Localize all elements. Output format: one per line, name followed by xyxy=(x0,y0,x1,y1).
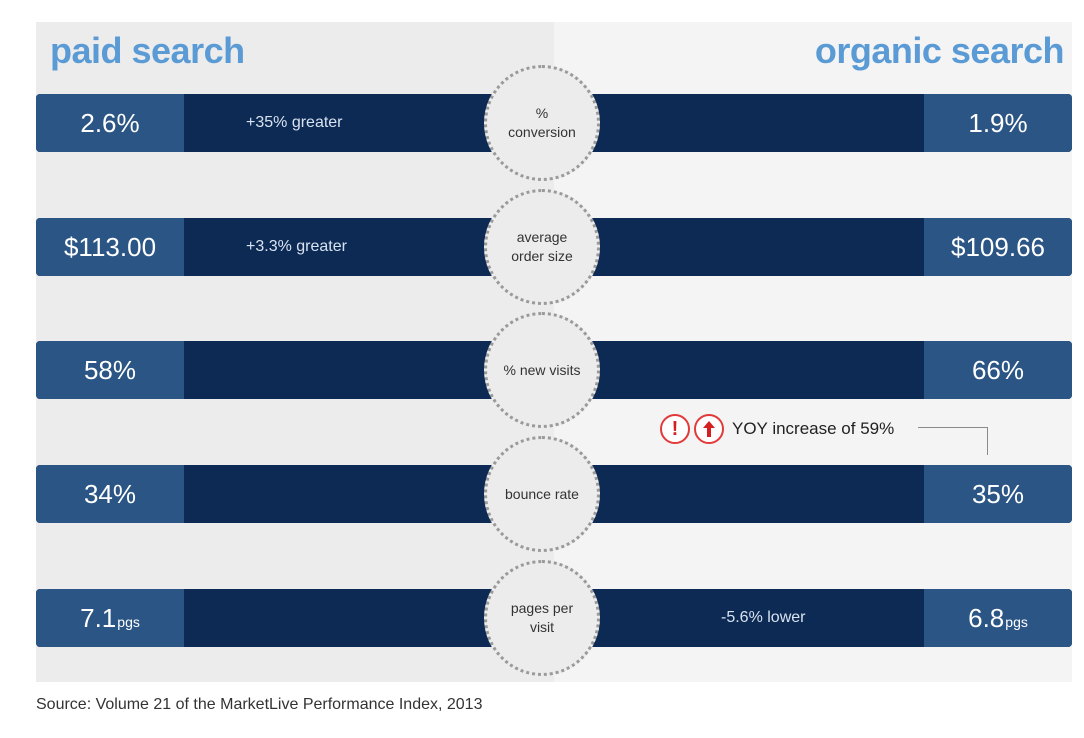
yoy-annotation: ! YOY increase of 59% xyxy=(660,412,894,446)
paid-note: +35% greater xyxy=(246,114,343,131)
paid-value: $113.00 xyxy=(36,218,184,276)
metric-label-circle: % conversion xyxy=(484,65,600,181)
organic-value: 6.8 pgs xyxy=(924,589,1072,647)
organic-value-number: 6.8 xyxy=(968,602,1005,633)
organic-value-unit: pgs xyxy=(1005,614,1028,630)
source-caption: Source: Volume 21 of the MarketLive Perf… xyxy=(36,696,483,713)
paid-value-unit: pgs xyxy=(117,614,140,630)
paid-note: +3.3% greater xyxy=(246,238,347,255)
up-arrow-icon xyxy=(694,414,724,444)
organic-value: 66% xyxy=(924,341,1072,399)
annotation-connector xyxy=(918,427,988,455)
metric-label: % new visits xyxy=(503,361,581,378)
exclamation-icon: ! xyxy=(660,414,690,444)
paid-value: 7.1 pgs xyxy=(36,589,184,647)
organic-search-header: organic search xyxy=(814,30,1065,71)
paid-value-number: 7.1 xyxy=(80,602,117,633)
metric-label: pages per visit xyxy=(510,600,574,635)
paid-value: 58% xyxy=(36,341,184,399)
up-arrow-glyph xyxy=(703,421,715,437)
organic-value: 1.9% xyxy=(924,94,1072,152)
metric-label: % conversion xyxy=(508,105,576,140)
metric-label-circle: bounce rate xyxy=(484,436,600,552)
paid-search-header: paid search xyxy=(50,30,245,71)
metric-label: bounce rate xyxy=(505,485,579,502)
metric-label-circle: average order size xyxy=(484,189,600,305)
metric-label: average order size xyxy=(511,229,573,264)
paid-value: 2.6% xyxy=(36,94,184,152)
metric-label-circle: % new visits xyxy=(484,312,600,428)
organic-value: $109.66 xyxy=(924,218,1072,276)
paid-value: 34% xyxy=(36,465,184,523)
metric-label-circle: pages per visit xyxy=(484,560,600,676)
yoy-annotation-text: YOY increase of 59% xyxy=(732,419,895,438)
organic-note: -5.6% lower xyxy=(721,609,806,626)
organic-value: 35% xyxy=(924,465,1072,523)
